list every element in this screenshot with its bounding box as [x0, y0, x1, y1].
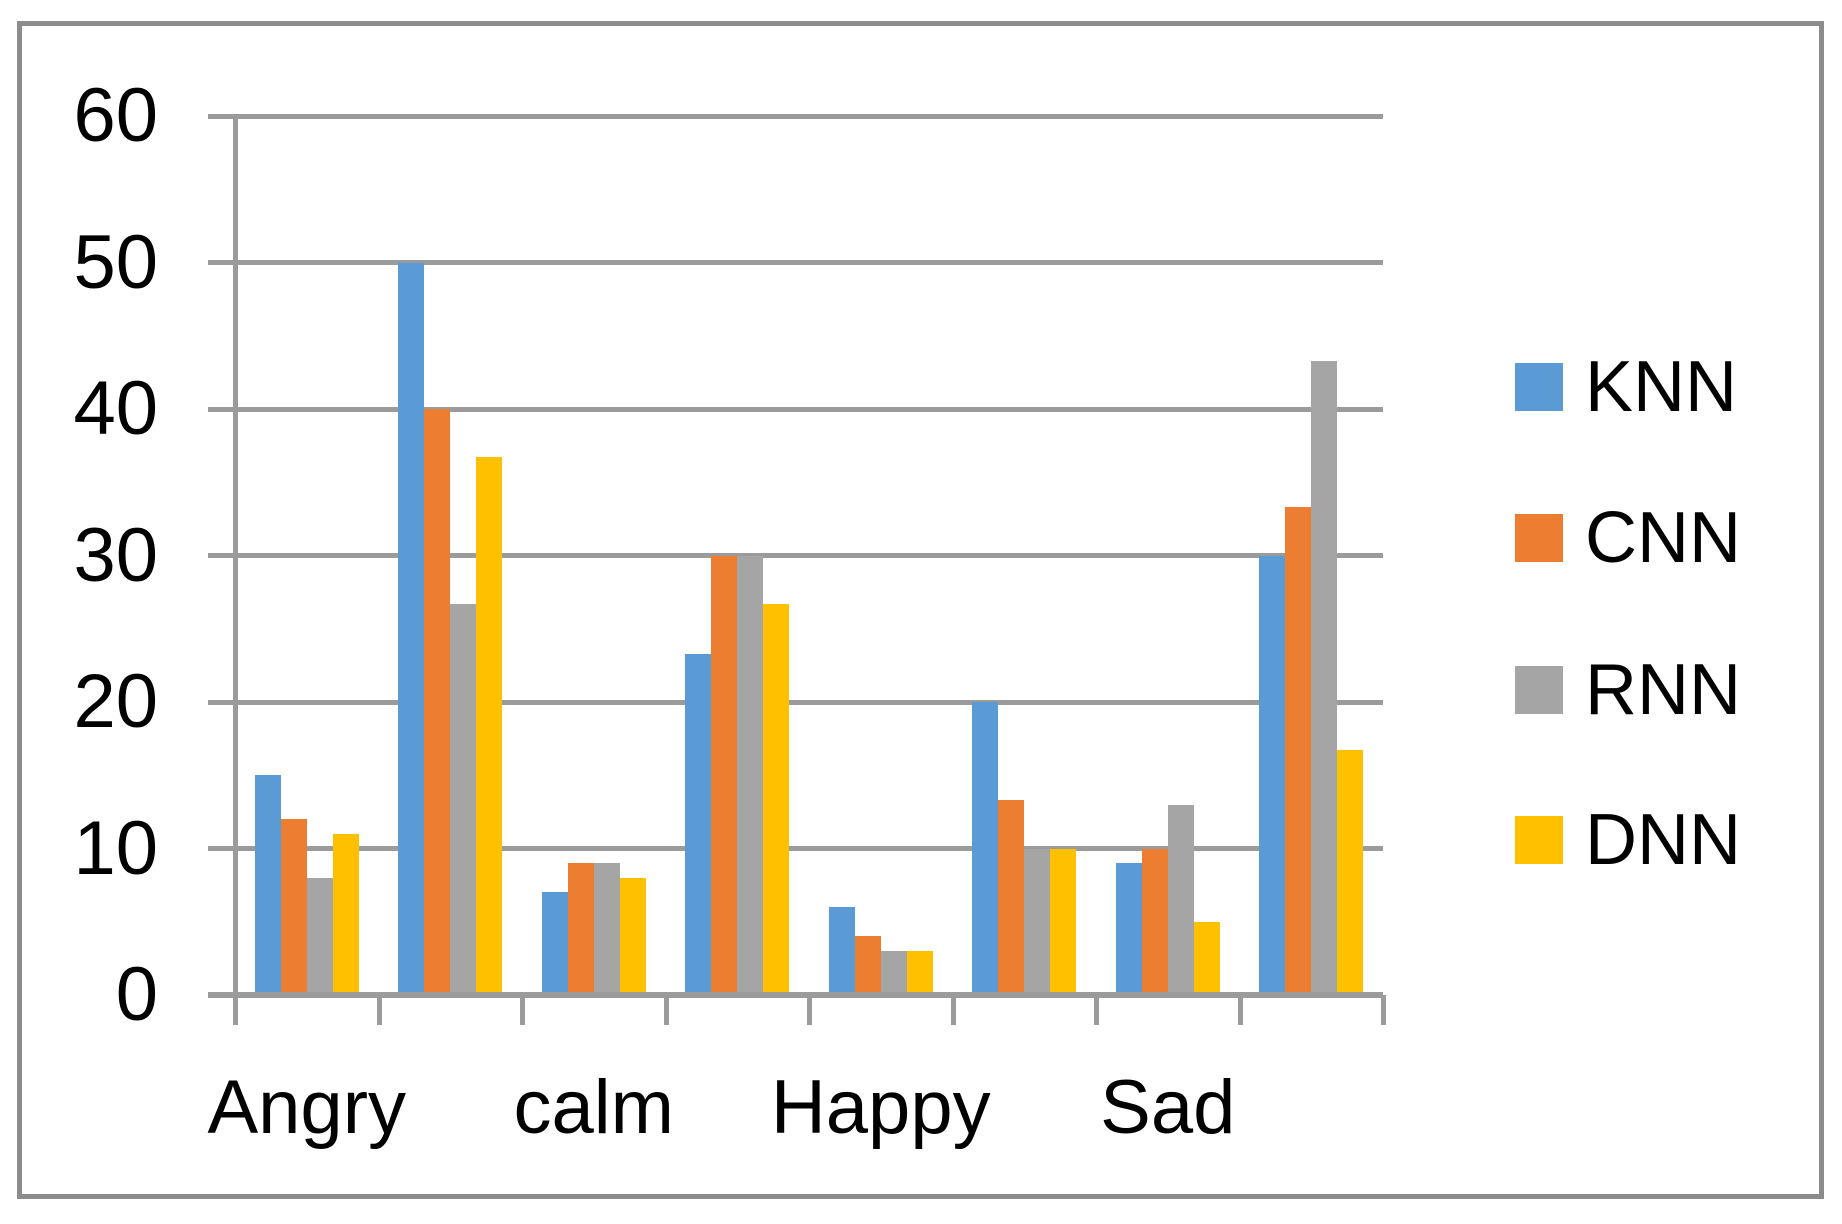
- y-axis-tick-label: 50: [73, 219, 158, 305]
- bar-CNN-Sad: [1141, 848, 1168, 995]
- y-axis-tick-label: 30: [73, 512, 158, 598]
- x-axis-tick: [233, 995, 238, 1025]
- x-axis-line: [208, 992, 1383, 998]
- y-axis-tick-label: 60: [73, 73, 158, 158]
- gridline-50: [208, 260, 1383, 265]
- gridline-20: [208, 699, 1383, 705]
- figure-frame: [17, 21, 1824, 1199]
- bar-RNN-group2: [450, 603, 477, 995]
- x-axis-tick: [950, 995, 956, 1025]
- bar-KNN-Angry: [254, 775, 281, 995]
- x-axis-tick: [663, 995, 669, 1025]
- bar-DNN-group6: [1050, 848, 1077, 995]
- bar-RNN-Happy: [880, 951, 907, 995]
- bar-DNN-Sad: [1193, 921, 1220, 995]
- x-axis-tick: [807, 995, 812, 1025]
- bar-CNN-group6: [998, 800, 1025, 995]
- bar-CNN-Angry: [280, 819, 307, 995]
- y-axis-tick-label: 40: [73, 366, 158, 451]
- bar-CNN-Happy: [854, 936, 881, 995]
- legend-label-cnn: CNN: [1585, 498, 1741, 578]
- gridline-30: [208, 553, 1383, 558]
- bar-DNN-group4: [763, 603, 790, 995]
- bar-KNN-group6: [972, 702, 999, 995]
- legend-label-rnn: RNN: [1585, 650, 1741, 730]
- bar-KNN-Sad: [1115, 863, 1142, 995]
- x-axis-label-calm: calm: [513, 1065, 674, 1150]
- bar-DNN-calm: [619, 877, 646, 995]
- bar-RNN-calm: [593, 863, 620, 995]
- y-axis-tick-label: 20: [73, 659, 158, 744]
- y-axis-tick-label: 0: [115, 952, 158, 1037]
- bar-CNN-calm: [567, 863, 594, 995]
- bar-KNN-Happy: [828, 907, 855, 995]
- x-axis-label-sad: Sad: [1100, 1065, 1236, 1150]
- bar-KNN-calm: [541, 892, 568, 995]
- bar-KNN-group2: [398, 262, 425, 995]
- gridline-60: [208, 113, 1383, 119]
- x-axis-label-angry: Angry: [207, 1065, 407, 1150]
- x-axis-tick: [1237, 995, 1243, 1025]
- bar-RNN-Angry: [306, 877, 333, 995]
- x-axis-tick: [1094, 995, 1099, 1025]
- bar-DNN-group2: [476, 457, 503, 995]
- x-axis-label-happy: Happy: [770, 1065, 991, 1150]
- y-axis-line: [233, 114, 238, 998]
- bar-CNN-group8: [1285, 507, 1312, 995]
- y-axis-tick-label: 10: [73, 805, 158, 891]
- bar-DNN-Happy: [906, 951, 933, 995]
- bar-CNN-group2: [424, 409, 451, 995]
- bar-RNN-group4: [737, 555, 764, 995]
- bar-CNN-group4: [711, 555, 738, 995]
- x-axis-tick: [1381, 995, 1386, 1025]
- legend-swatch-knn: [1515, 363, 1563, 411]
- legend-swatch-dnn: [1515, 816, 1563, 864]
- bar-DNN-group8: [1337, 750, 1364, 995]
- x-axis-tick: [520, 995, 525, 1025]
- bar-KNN-group4: [685, 653, 712, 995]
- legend-swatch-cnn: [1515, 514, 1563, 562]
- gridline-40: [208, 406, 1383, 412]
- legend-label-dnn: DNN: [1585, 800, 1741, 880]
- bar-RNN-group8: [1311, 360, 1338, 995]
- legend-label-knn: KNN: [1585, 347, 1738, 427]
- bar-RNN-group6: [1024, 848, 1051, 995]
- gridline-10: [208, 846, 1383, 851]
- bar-RNN-Sad: [1167, 804, 1194, 995]
- legend-swatch-rnn: [1515, 666, 1563, 714]
- x-axis-tick: [376, 995, 382, 1025]
- bar-KNN-group8: [1259, 555, 1286, 995]
- bar-DNN-Angry: [332, 833, 359, 995]
